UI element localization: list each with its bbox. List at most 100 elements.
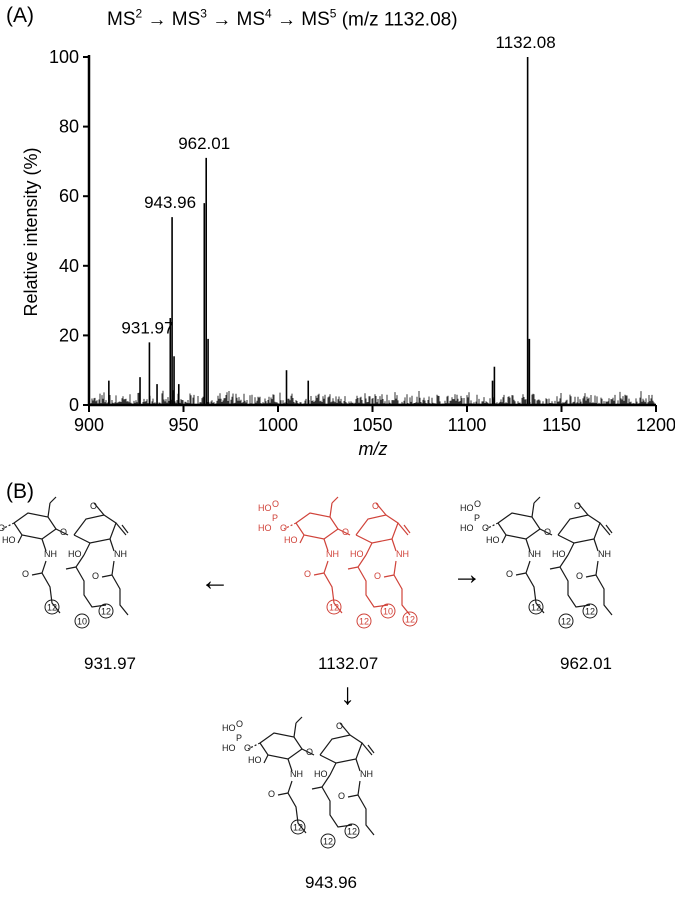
atom-label-ho: HO bbox=[258, 503, 272, 513]
atom-label-o: O bbox=[22, 569, 29, 579]
y-axis-label: Relative intensity (%) bbox=[21, 147, 41, 316]
atom-label-o: O bbox=[338, 791, 345, 801]
atom-label-p: P bbox=[474, 513, 480, 523]
peak-label: 943.96 bbox=[144, 193, 196, 212]
chain-length-label: 12 bbox=[47, 603, 57, 613]
chain-length-label: 12 bbox=[531, 603, 541, 613]
y-tick-label: 40 bbox=[59, 256, 79, 276]
atom-label-o: O bbox=[574, 501, 581, 511]
axes: 0 20 40 60 80 100 900 950 1000 1050 1100 1150 1200 bbox=[49, 47, 675, 435]
mass-label-left: 931.97 bbox=[84, 654, 136, 673]
x-tick-label: 900 bbox=[74, 415, 104, 435]
peak-label: 931.97 bbox=[121, 318, 173, 337]
title-arrow-icon: → bbox=[147, 9, 167, 31]
atom-label-ho: HO bbox=[314, 769, 328, 779]
left-structure: HOPHOOOHONHOOHONHOO121012 bbox=[0, 496, 129, 629]
atom-label-ho: HO bbox=[258, 523, 272, 533]
atom-label-nh: NH bbox=[326, 549, 339, 559]
chain-length-label: 12 bbox=[561, 617, 571, 627]
atom-label-o: O bbox=[304, 569, 311, 579]
atom-label-nh: NH bbox=[528, 549, 541, 559]
x-tick-label: 1050 bbox=[352, 415, 392, 435]
atom-label-o: O bbox=[576, 571, 583, 581]
chain-length-circle bbox=[98, 603, 114, 619]
atom-label-o: O bbox=[306, 747, 313, 757]
chart-title: MS2 → MS3 → MS4 → MS5 (m/z 1132.08) bbox=[107, 7, 458, 31]
chain-length-label: 12 bbox=[585, 607, 595, 617]
atom-label-ho: HO bbox=[552, 549, 566, 559]
chain-length-label: 10 bbox=[77, 617, 87, 627]
atom-label-nh: NH bbox=[396, 549, 409, 559]
atom-label-o: O bbox=[506, 569, 513, 579]
title-step-3: MS4 bbox=[236, 7, 272, 31]
atom-label-o: O bbox=[544, 527, 551, 537]
atom-label-p: P bbox=[272, 513, 278, 523]
peak-label: 962.01 bbox=[178, 134, 230, 153]
atom-label-ho: HO bbox=[2, 535, 16, 545]
title-suffix: (m/z 1132.08) bbox=[341, 9, 458, 31]
title-step-4: MS5 bbox=[301, 7, 337, 31]
atom-label-o: O bbox=[280, 523, 287, 533]
atom-label-o: O bbox=[90, 501, 97, 511]
chain-length-label: 10 bbox=[383, 607, 393, 617]
molecule-skeleton bbox=[1, 496, 129, 616]
peak-labels: 931.97 943.96 962.01 1132.08 bbox=[121, 33, 555, 337]
chain-length-label: 12 bbox=[405, 615, 415, 625]
chain-length-circle bbox=[326, 599, 342, 615]
x-tick-label: 1200 bbox=[636, 415, 675, 435]
title-arrow-icon: → bbox=[212, 9, 232, 31]
atom-label-ho: HO bbox=[222, 743, 236, 753]
y-tick-label: 20 bbox=[59, 325, 79, 345]
chain-length-circle bbox=[320, 833, 336, 849]
x-axis-label: m/z bbox=[359, 439, 388, 459]
atom-label-o: O bbox=[336, 721, 343, 731]
x-tick-label: 950 bbox=[168, 415, 198, 435]
atom-label-ho: HO bbox=[460, 503, 474, 513]
atom-label-o: O bbox=[374, 571, 381, 581]
atom-label-o: O bbox=[272, 499, 279, 509]
atom-label-nh: NH bbox=[44, 549, 57, 559]
arrow-down-icon: ↓ bbox=[340, 678, 355, 711]
molecule-skeleton bbox=[247, 716, 375, 836]
atom-label-o: O bbox=[236, 719, 243, 729]
atom-label-o: O bbox=[474, 499, 481, 509]
atom-label-o: O bbox=[372, 501, 379, 511]
atom-label-nh: NH bbox=[290, 769, 303, 779]
mass-label-right: 962.01 bbox=[560, 654, 612, 673]
atom-label-nh: NH bbox=[360, 769, 373, 779]
atom-label-o: O bbox=[342, 527, 349, 537]
mass-label-center: 1132.07 bbox=[318, 654, 379, 673]
peaks bbox=[108, 57, 531, 405]
chain-length-label: 12 bbox=[329, 603, 339, 613]
x-tick-label: 1000 bbox=[258, 415, 298, 435]
atom-label-ho: HO bbox=[460, 523, 474, 533]
chain-length-circle bbox=[74, 613, 90, 629]
x-tick-label: 1150 bbox=[542, 415, 581, 435]
chain-length-circle bbox=[402, 611, 418, 627]
chain-length-label: 12 bbox=[359, 617, 369, 627]
y-tick-label: 80 bbox=[59, 117, 79, 137]
chain-length-circle bbox=[344, 823, 360, 839]
mass-label-bottom: 943.96 bbox=[305, 873, 357, 892]
atom-label-nh: NH bbox=[114, 549, 127, 559]
chain-length-circle bbox=[290, 819, 306, 835]
peak-label: 1132.08 bbox=[496, 33, 556, 52]
atom-label-ho: HO bbox=[486, 535, 500, 545]
chain-length-circle bbox=[558, 613, 574, 629]
atom-label-ho: HO bbox=[222, 723, 236, 733]
atom-label-o: O bbox=[268, 789, 275, 799]
atom-label-o: O bbox=[60, 527, 67, 537]
atom-label-ho: HO bbox=[68, 549, 82, 559]
chain-length-circle bbox=[582, 603, 598, 619]
atom-label-o: O bbox=[482, 523, 489, 533]
atom-label-ho: HO bbox=[284, 535, 298, 545]
chain-length-circle bbox=[356, 613, 372, 629]
molecule-skeleton bbox=[283, 496, 411, 616]
chain-length-label: 12 bbox=[323, 837, 333, 847]
chain-length-label: 12 bbox=[101, 607, 111, 617]
atom-label-o: O bbox=[244, 743, 251, 753]
